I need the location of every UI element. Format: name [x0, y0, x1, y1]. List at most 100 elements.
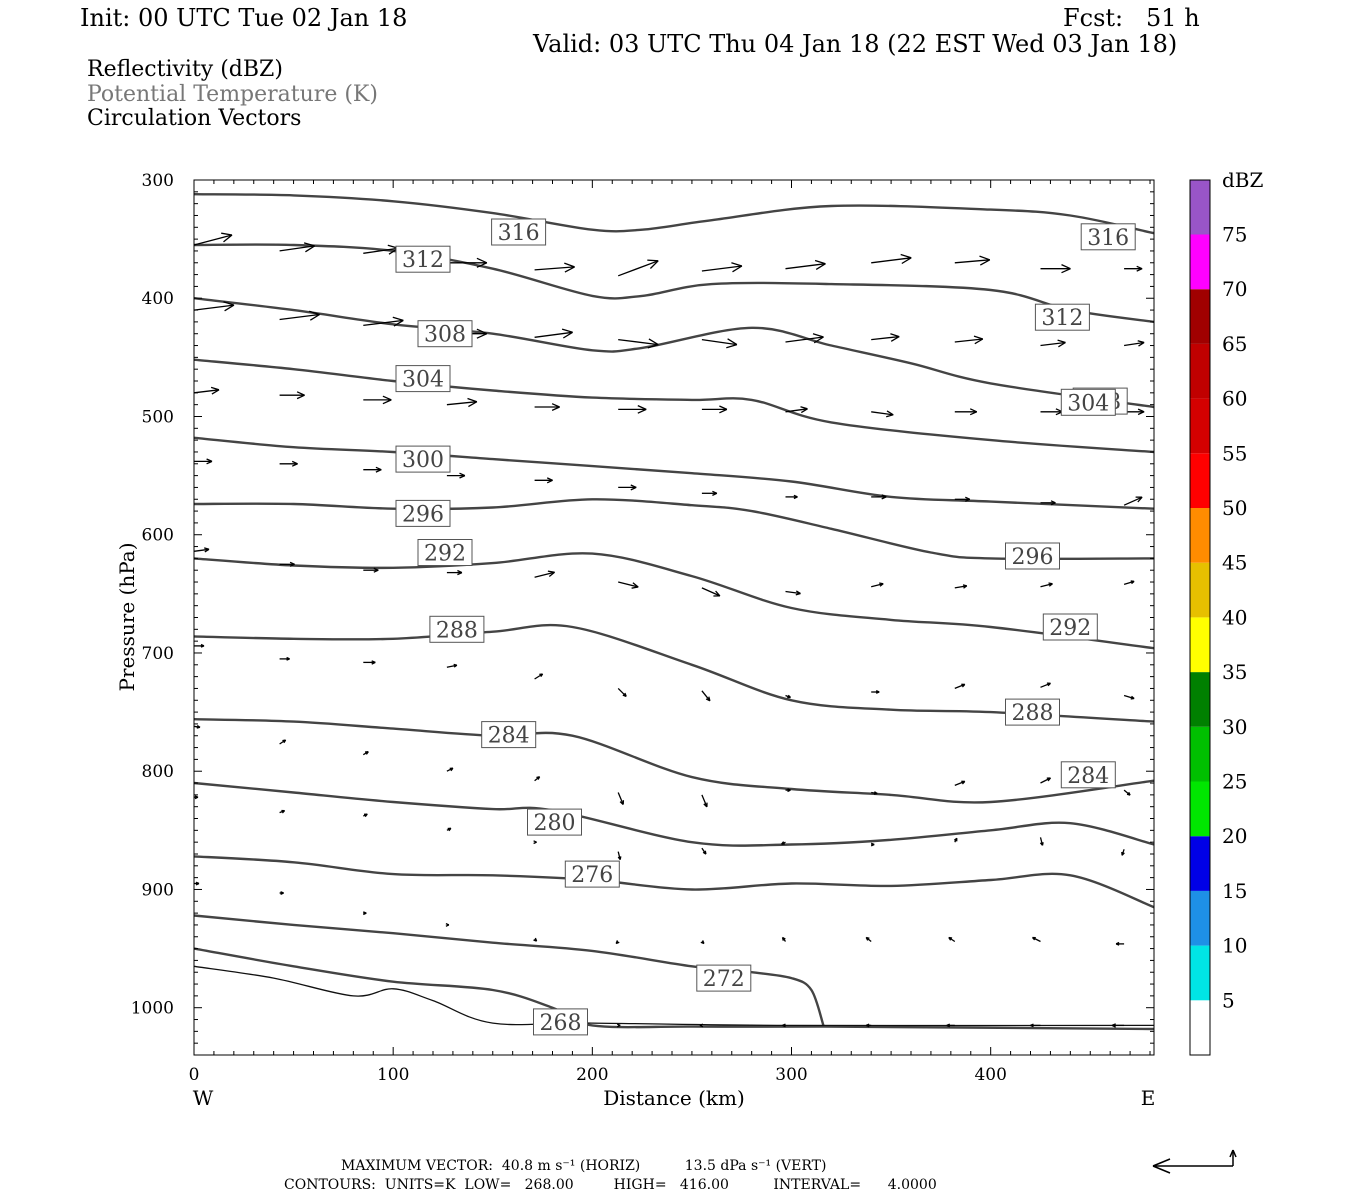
- vector-shaft: [534, 266, 575, 271]
- vector-head: [631, 586, 639, 589]
- colorbar-swatch: [1190, 234, 1210, 290]
- vector-shaft: [534, 571, 555, 578]
- contour-label-layer: 3163163123123083083043043002962962922922…: [395, 218, 1136, 1036]
- contour-label-box: [564, 860, 620, 888]
- theta-contour-292: [193, 552, 1155, 650]
- vector-head: [953, 837, 958, 841]
- vector-head: [890, 333, 900, 338]
- vector-head: [881, 494, 887, 498]
- circulation-vector: [193, 547, 210, 553]
- vector-head: [615, 941, 620, 945]
- vector-head: [223, 234, 233, 243]
- vector-head: [879, 582, 884, 585]
- contour-label: 304: [402, 368, 444, 393]
- circulation-vector: [865, 1023, 872, 1028]
- vector-head: [303, 242, 315, 247]
- circulation-vector: [446, 663, 458, 668]
- circulation-vector: [1040, 408, 1063, 416]
- colorbar-swatch: [1190, 945, 1210, 1001]
- contour-label-box: [1005, 698, 1060, 726]
- vector-shaft: [954, 585, 967, 589]
- contour-label-box: [395, 365, 451, 393]
- circulation-vector: [363, 660, 376, 665]
- colorbar-tick-label: 55: [1222, 441, 1247, 465]
- contour-label: 288: [436, 618, 478, 643]
- legend-potential-temperature: Potential Temperature (K): [87, 82, 378, 107]
- vector-head: [865, 937, 869, 941]
- circulation-vector: [534, 328, 573, 339]
- vector-head: [393, 319, 404, 327]
- circulation-vector: [362, 751, 369, 756]
- circulation-vector: [954, 255, 991, 266]
- circulation-vector: [948, 936, 956, 943]
- vector-head: [647, 343, 659, 349]
- vector-head: [476, 257, 488, 264]
- contour-label: 296: [402, 502, 444, 527]
- contour-label: 312: [402, 248, 444, 273]
- vector-shaft: [193, 389, 220, 394]
- circulation-vector: [534, 673, 544, 680]
- circulation-vector: [618, 484, 637, 491]
- vector-shaft: [785, 336, 824, 343]
- contour-label-box: [696, 964, 752, 992]
- circulation-vector: [701, 338, 738, 349]
- vector-head: [962, 584, 967, 587]
- colorbar-tick-label: 60: [1222, 387, 1247, 411]
- y-tick-label: 400: [142, 289, 174, 309]
- circulation-vector: [871, 791, 878, 795]
- vector-head: [286, 656, 290, 660]
- vector-head: [309, 310, 320, 316]
- vector-head: [886, 410, 894, 416]
- vector-head: [632, 582, 639, 588]
- vector-shaft: [871, 411, 894, 416]
- colorbar-outline: [1189, 179, 1211, 1056]
- vector-head: [900, 253, 912, 259]
- colorbar-swatch: [1190, 726, 1210, 782]
- circulation-vector: [954, 335, 984, 345]
- theta-contour-316: [193, 193, 1155, 235]
- vector-head: [979, 255, 991, 261]
- vector-head: [1136, 268, 1143, 272]
- circulation-vector: [445, 923, 450, 927]
- circulation-vector: [1123, 694, 1135, 700]
- colorbar-tick-label: 5: [1222, 988, 1235, 1012]
- contour-label: 268: [540, 1011, 582, 1036]
- vector-shaft: [785, 408, 808, 413]
- vector-head: [781, 937, 784, 941]
- contour-label-box: [1042, 613, 1098, 641]
- vector-head: [548, 571, 556, 578]
- vector-shaft: [279, 313, 320, 321]
- vector-head: [1032, 937, 1036, 941]
- circulation-vector: [1124, 340, 1145, 347]
- vector-head: [719, 405, 728, 410]
- colorbar-tick-label: 50: [1222, 496, 1247, 520]
- colorbar-swatch: [1190, 453, 1210, 508]
- vector-head: [901, 257, 912, 265]
- vector-head: [561, 328, 573, 333]
- circulation-vector: [1111, 1023, 1125, 1028]
- vector-head: [637, 408, 647, 414]
- circulation-vector: [617, 687, 627, 698]
- vector-head: [874, 791, 878, 795]
- vector-head: [1058, 341, 1066, 348]
- circulation-vector: [953, 837, 958, 843]
- vector-shaft: [785, 590, 801, 595]
- valid-time: Valid: 03 UTC Thu 04 Jan 18 (22 EST Wed …: [533, 30, 1178, 58]
- circulation-vector: [446, 257, 488, 268]
- vector-head: [875, 690, 880, 693]
- circulation-vector: [701, 794, 708, 808]
- colorbar-swatch: [1190, 672, 1210, 727]
- vector-head: [1137, 340, 1145, 344]
- colorbar-tick-label: 75: [1222, 223, 1247, 247]
- circulation-vector: [617, 259, 659, 277]
- contour-label: 284: [1067, 764, 1109, 789]
- vector-head: [459, 475, 466, 479]
- vector-head: [305, 245, 315, 253]
- vector-head: [289, 561, 295, 565]
- colorbar: 5 10 15 20 25 30 35 40 45 50 55 60 65 70 75: [1189, 179, 1247, 1056]
- circulation-vector: [782, 1023, 786, 1028]
- vector-shaft: [954, 683, 966, 690]
- vector-head: [196, 724, 201, 728]
- vector-head: [206, 460, 213, 465]
- vector-head: [1111, 1024, 1116, 1028]
